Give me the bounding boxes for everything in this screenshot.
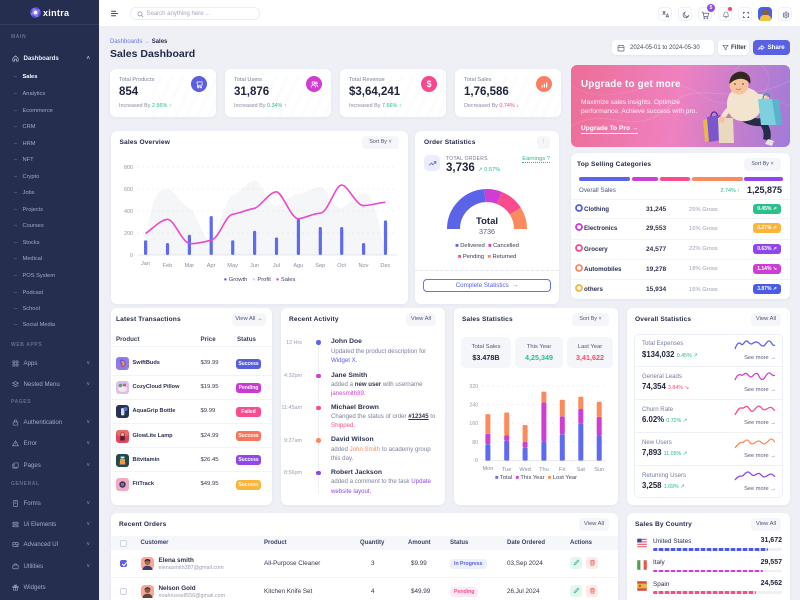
svg-text:Thu: Thu [539, 467, 549, 473]
svg-text:Sat: Sat [577, 467, 586, 473]
svg-text:Sep: Sep [315, 263, 325, 269]
svg-text:320: 320 [469, 384, 478, 390]
svg-text:Sun: Sun [594, 467, 604, 473]
svg-text:Feb: Feb [163, 263, 173, 269]
svg-text:600: 600 [124, 187, 133, 193]
svg-text:0: 0 [130, 253, 133, 259]
svg-text:Oct: Oct [337, 263, 346, 269]
svg-text:800: 800 [124, 165, 133, 171]
svg-text:Jan: Jan [141, 261, 150, 267]
svg-text:Agu: Agu [293, 263, 303, 269]
svg-text:0: 0 [475, 458, 478, 464]
svg-text:Apr: Apr [207, 263, 216, 269]
svg-text:Nov: Nov [359, 263, 369, 269]
svg-text:240: 240 [469, 403, 478, 409]
svg-text:Jun: Jun [250, 263, 259, 269]
svg-text:May: May [227, 263, 238, 269]
svg-text:400: 400 [124, 209, 133, 215]
svg-text:80: 80 [472, 440, 478, 446]
svg-text:Mar: Mar [184, 263, 194, 269]
svg-text:Mon: Mon [482, 466, 493, 472]
svg-text:Dec: Dec [380, 263, 390, 269]
svg-text:200: 200 [124, 231, 133, 237]
svg-text:Wed: Wed [519, 467, 530, 473]
svg-text:Tue: Tue [502, 467, 511, 473]
svg-text:Fri: Fri [559, 467, 566, 473]
svg-text:160: 160 [469, 421, 478, 427]
svg-text:Jul: Jul [273, 263, 280, 269]
